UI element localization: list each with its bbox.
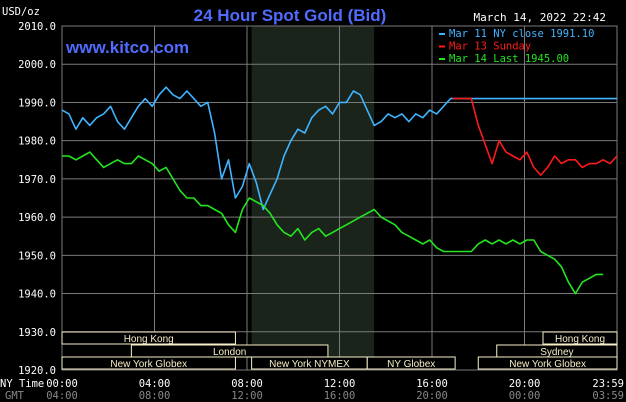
session-box	[542, 331, 618, 345]
session-label: Hong Kong	[124, 334, 174, 345]
market-closed-shade	[251, 26, 375, 370]
y-tick-label: 1960.0	[18, 212, 56, 224]
series-line	[61, 86, 617, 211]
y-tick-label: 2000.0	[18, 59, 56, 71]
gmt-tick: 20:00	[416, 390, 448, 402]
session-bar: New York NYMEX	[251, 356, 368, 370]
ny-time-tick: 23:59	[592, 378, 624, 390]
timestamp: March 14, 2022 22:42	[474, 11, 606, 24]
session-bar: New York Globex	[477, 356, 618, 370]
session-label: Sydney	[540, 347, 573, 358]
session-box	[477, 356, 618, 370]
plot-border	[61, 25, 618, 371]
session-bar: Sydney	[496, 344, 618, 358]
ny-time-tick: 08:00	[231, 378, 263, 390]
series-line	[62, 151, 604, 295]
session-label: London	[213, 347, 246, 358]
session-box	[366, 356, 456, 370]
x-axis-ticks: 00:00 04:00 08:00 12:00 16:00 20:00 23:5904:00…	[46, 378, 624, 402]
gmt-label: GMT	[5, 390, 25, 402]
chart-title: 24 Hour Spot Gold (Bid)	[194, 6, 387, 25]
ny-time-tick: 04:00	[139, 378, 171, 390]
y-axis-ticks: 1920.0 1930.0 1940.0 1950.0 1960.0 1970.0 1980…	[18, 21, 56, 377]
ny-time-label: NY Time	[0, 378, 44, 390]
ny-time-tick: 16:00	[416, 378, 448, 390]
session-box	[61, 331, 236, 345]
session-bar: London	[130, 344, 329, 358]
y-tick-label: 1950.0	[18, 250, 56, 262]
session-bar: New York Globex	[61, 356, 236, 370]
legend-item: Mar 14 Last 1945.00	[439, 53, 569, 65]
y-tick-label: 1940.0	[18, 289, 56, 301]
ny-time-tick: 00:00	[46, 378, 78, 390]
y-tick-label: 1980.0	[18, 136, 56, 148]
series-line	[452, 97, 618, 176]
session-bar: Hong Kong	[542, 331, 618, 345]
session-label: Hong Kong	[555, 334, 605, 345]
gmt-tick: 03:59	[592, 390, 624, 402]
session-label: NY Globex	[387, 359, 435, 370]
y-tick-label: 1970.0	[18, 174, 56, 186]
session-label: New York NYMEX	[269, 359, 350, 370]
gmt-tick: 12:00	[231, 390, 263, 402]
y-tick-label: 1930.0	[18, 327, 56, 339]
website-link[interactable]: www.kitco.com	[65, 38, 189, 57]
legend-label: Mar 13 Sunday	[449, 41, 531, 53]
legend-item: Mar 11 NY close 1991.10	[439, 28, 594, 40]
ny-time-tick: 12:00	[324, 378, 356, 390]
y-tick-label: 1990.0	[18, 97, 56, 109]
gmt-tick: 00:00	[509, 390, 541, 402]
session-bar: Hong Kong	[61, 331, 236, 345]
legend-label: Mar 11 NY close 1991.10	[449, 28, 594, 40]
session-bar: NY Globex	[366, 356, 456, 370]
y-tick-label: 1920.0	[18, 365, 56, 377]
ny-time-tick: 20:00	[509, 378, 541, 390]
market-sessions: Hong Kong London New York Globex New York N…	[61, 331, 618, 370]
y-tick-label: 2010.0	[18, 21, 56, 33]
legend-item: Mar 13 Sunday	[439, 41, 531, 53]
unit-label: USD/oz	[2, 6, 40, 18]
session-label: New York Globex	[110, 359, 187, 370]
legend-label: Mar 14 Last 1945.00	[449, 53, 569, 65]
session-label: New York Globex	[509, 359, 586, 370]
gmt-tick: 16:00	[324, 390, 356, 402]
gmt-tick: 08:00	[139, 390, 171, 402]
gmt-tick: 04:00	[46, 390, 78, 402]
price-series	[61, 86, 618, 295]
session-box	[61, 356, 236, 370]
